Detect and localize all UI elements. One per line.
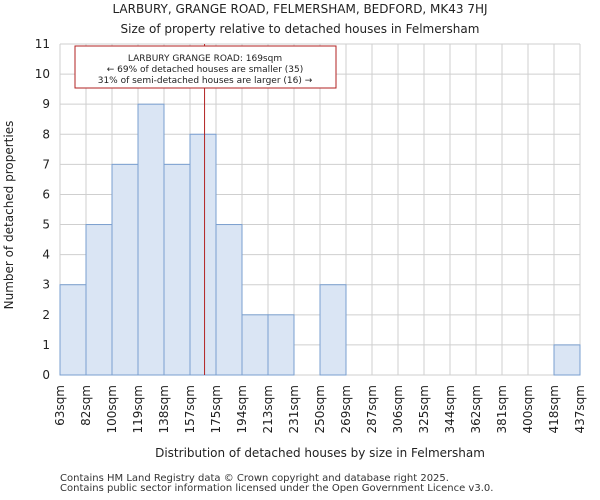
bar-1: [85, 224, 113, 376]
x-tick-label-6: 175sqm: [209, 385, 223, 433]
x-tick-label-20: 437sqm: [573, 385, 587, 433]
x-axis-ticks: 63sqm 82sqm 100sqm 119sqm 138sqm 157sqm 175sqm…: [53, 385, 587, 433]
annotation-line-1: LARBURY GRANGE ROAD: 169sqm: [128, 54, 282, 64]
chart-subtitle: Size of property relative to detached ho…: [121, 22, 480, 36]
y-tick-label-10: 10: [35, 67, 50, 81]
x-tick-label-17: 381sqm: [495, 385, 509, 433]
bar-7: [241, 314, 269, 376]
y-tick-label-8: 8: [42, 127, 50, 141]
annotation-box: LARBURY GRANGE ROAD: 169sqm ← 69% of det…: [74, 45, 337, 89]
bar-6: [215, 224, 243, 376]
chart-title: LARBURY, GRANGE ROAD, FELMERSHAM, BEDFOR…: [112, 2, 487, 16]
x-tick-label-8: 213sqm: [261, 385, 275, 433]
y-tick-label-9: 9: [42, 97, 50, 111]
bar-2: [111, 163, 139, 376]
x-tick-label-14: 325sqm: [417, 385, 431, 433]
bars: [59, 103, 581, 376]
bar-0: [59, 284, 87, 376]
x-tick-label-11: 269sqm: [339, 385, 353, 433]
x-tick-label-5: 157sqm: [183, 385, 197, 433]
x-tick-label-3: 119sqm: [131, 385, 145, 433]
bar-5: [189, 133, 217, 376]
annotation-line-2: ← 69% of detached houses are smaller (35…: [107, 65, 304, 75]
y-axis-label: Number of detached properties: [2, 121, 16, 310]
x-tick-label-2: 100sqm: [105, 385, 119, 433]
x-tick-label-1: 82sqm: [79, 385, 93, 426]
y-tick-label-1: 1: [42, 338, 50, 352]
y-tick-label-7: 7: [42, 157, 50, 171]
y-tick-label-5: 5: [42, 218, 50, 232]
x-tick-label-9: 231sqm: [287, 385, 301, 433]
x-tick-label-10: 250sqm: [313, 385, 327, 433]
y-tick-label-6: 6: [42, 187, 50, 201]
x-tick-label-12: 287sqm: [365, 385, 379, 433]
annotation-line-3: 31% of semi-detached houses are larger (…: [98, 76, 313, 86]
x-tick-label-7: 194sqm: [235, 385, 249, 433]
bar-19: [553, 344, 581, 376]
footer-line-1: Contains HM Land Registry data © Crown c…: [60, 473, 449, 484]
y-tick-label-4: 4: [42, 248, 50, 262]
x-tick-label-13: 306sqm: [391, 385, 405, 433]
bar-3: [137, 103, 165, 376]
x-tick-label-19: 418sqm: [547, 385, 561, 433]
y-tick-label-0: 0: [42, 368, 50, 382]
x-tick-label-0: 63sqm: [53, 385, 67, 426]
bar-4: [163, 163, 191, 376]
y-axis-ticks: 0 1 2 3 4 5 6 7 8 9 10 11: [35, 37, 50, 382]
x-axis-label: Distribution of detached houses by size …: [155, 446, 485, 460]
bar-8: [267, 314, 295, 376]
bar-10: [319, 284, 347, 376]
annotation-frame: [74, 45, 337, 89]
y-tick-label-3: 3: [42, 278, 50, 292]
footer-line-2: Contains public sector information licen…: [60, 483, 494, 494]
y-tick-label-11: 11: [35, 37, 50, 51]
x-tick-label-4: 138sqm: [157, 385, 171, 433]
x-tick-label-15: 344sqm: [443, 385, 457, 433]
y-tick-label-2: 2: [42, 308, 50, 322]
x-tick-label-16: 362sqm: [469, 385, 483, 433]
x-tick-label-18: 400sqm: [521, 385, 535, 433]
histogram-chart: LARBURY, GRANGE ROAD, FELMERSHAM, BEDFOR…: [2, 2, 587, 460]
